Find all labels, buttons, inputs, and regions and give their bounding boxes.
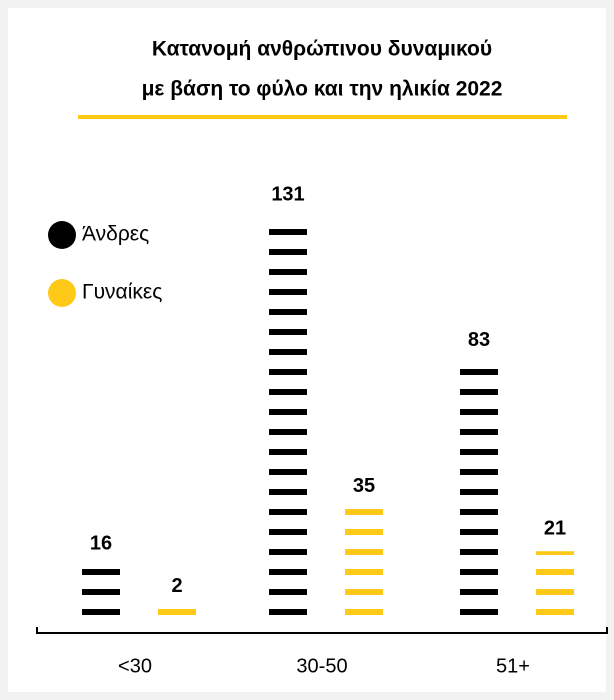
chart-title: Κατανομή ανθρώπινου δυναμικού [152, 38, 492, 61]
legend-label: Άνδρες [82, 223, 149, 246]
legend-swatch [48, 221, 76, 249]
value-label: 2 [171, 575, 182, 597]
bar [82, 566, 120, 615]
x-tick-label: 30-50 [296, 655, 347, 677]
bar [158, 608, 196, 615]
value-label: 16 [90, 533, 112, 555]
legend-label: Γυναίκες [82, 281, 162, 304]
x-tick-label: 51+ [496, 655, 530, 677]
chart-title: με βάση το φύλο και την ηλικία 2022 [142, 78, 503, 101]
bar [536, 551, 574, 615]
bar [269, 217, 307, 615]
x-axis [36, 627, 608, 634]
value-label: 131 [271, 183, 304, 205]
value-label: 21 [544, 517, 566, 539]
value-label: 83 [468, 329, 490, 351]
bar [345, 508, 383, 615]
bar [460, 362, 498, 615]
value-label: 35 [353, 475, 375, 497]
legend-swatch [48, 279, 76, 307]
x-tick-label: <30 [118, 655, 152, 677]
